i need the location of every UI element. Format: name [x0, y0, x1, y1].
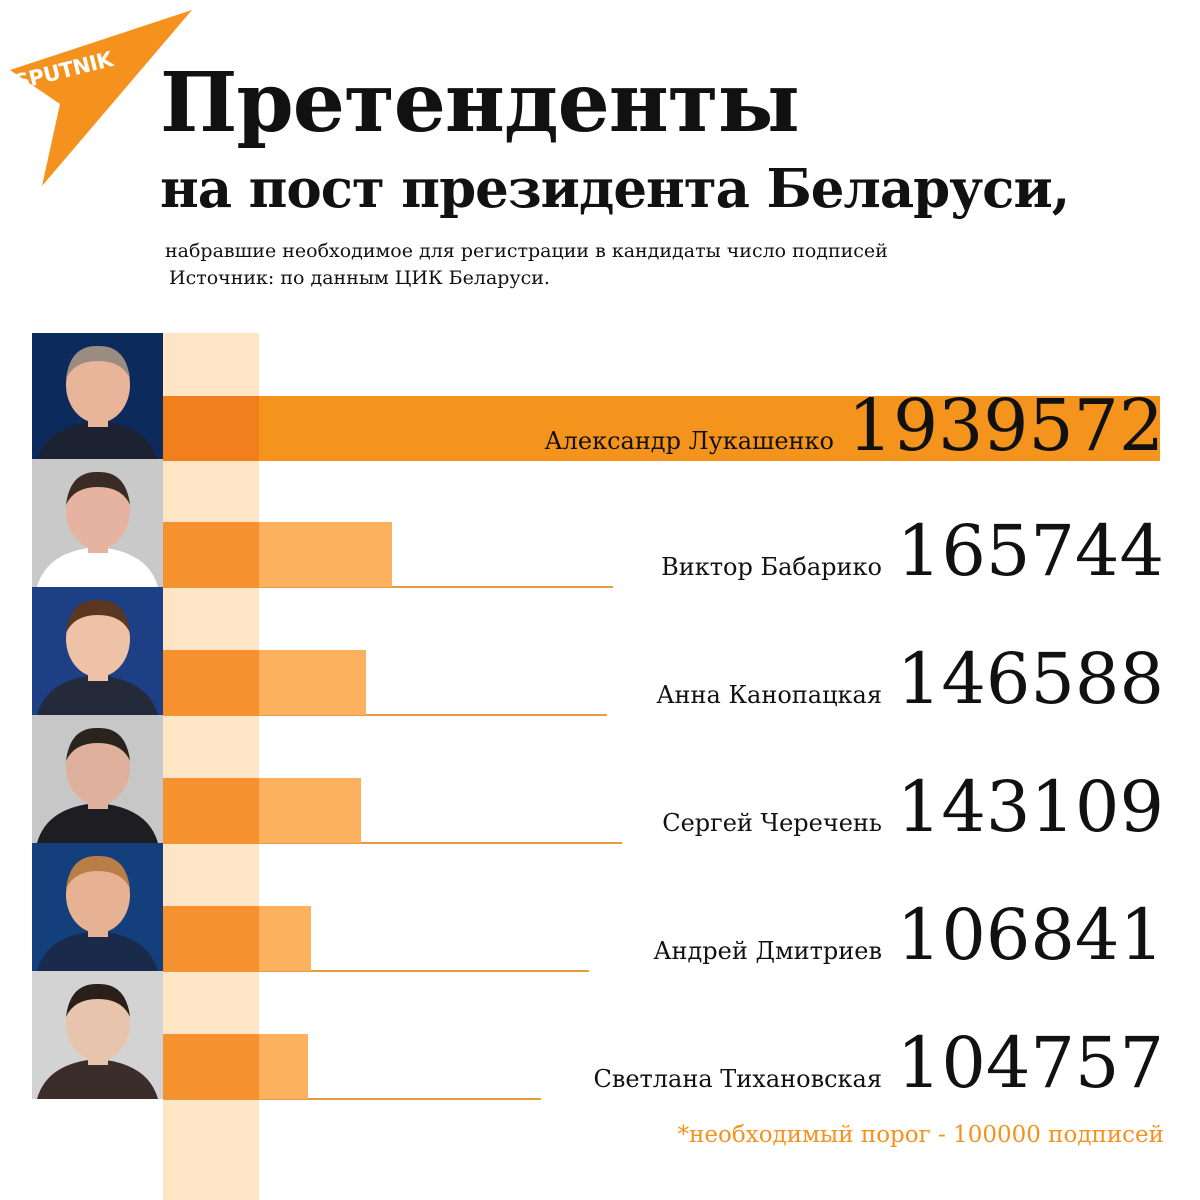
- bar: [163, 1034, 308, 1099]
- threshold-footnote: *необходимый порог - 100000 подписей: [677, 1122, 1164, 1148]
- candidate-row: Сергей Черечень 143109: [0, 715, 1200, 848]
- candidate-row: Андрей Дмитриев 106841: [0, 843, 1200, 976]
- signature-count: 143109: [896, 766, 1164, 848]
- portrait-icon: [32, 715, 163, 843]
- bar-baseline: [163, 970, 589, 972]
- bar-threshold-segment: [163, 522, 259, 587]
- page-subtitle: на пост президента Беларуси,: [160, 158, 1070, 220]
- logo-shape-icon: [10, 10, 192, 186]
- chart-note: набравшие необходимое для регистрации в …: [165, 238, 888, 291]
- candidate-photo: [32, 459, 163, 587]
- signature-count: 106841: [896, 894, 1164, 976]
- candidate-photo: [32, 843, 163, 971]
- sputnik-logo: SPUTNIK: [0, 0, 200, 190]
- candidate-name: Анна Канопацкая: [656, 681, 882, 709]
- portrait-icon: [32, 333, 163, 461]
- candidate-row: Светлана Тихановская 104757: [0, 971, 1200, 1104]
- description-text: набравшие необходимое для регистрации в …: [165, 240, 888, 262]
- candidate-name: Александр Лукашенко: [544, 427, 834, 455]
- candidate-photo: [32, 971, 163, 1099]
- bar-threshold-segment: [163, 778, 259, 843]
- candidate-row: Анна Канопацкая 146588: [0, 587, 1200, 720]
- bar: [163, 650, 366, 715]
- candidate-photo: [32, 587, 163, 715]
- bar: [163, 522, 392, 587]
- signature-count: 104757: [896, 1022, 1164, 1104]
- portrait-icon: [32, 843, 163, 971]
- bar-baseline: [163, 714, 607, 716]
- bar-threshold-segment: [163, 396, 259, 461]
- candidate-photo: [32, 715, 163, 843]
- bar: [163, 778, 361, 843]
- bar-baseline: [163, 842, 622, 844]
- candidate-name: Сергей Черечень: [662, 809, 882, 837]
- bar-baseline: [163, 1098, 541, 1100]
- candidate-name: Светлана Тихановская: [593, 1065, 882, 1093]
- bar-baseline: [163, 586, 613, 588]
- signature-count: 1939572: [847, 384, 1164, 467]
- bar-threshold-segment: [163, 906, 259, 971]
- candidate-name: Виктор Бабарико: [661, 553, 882, 581]
- portrait-icon: [32, 587, 163, 715]
- bar: [163, 396, 1160, 461]
- candidate-name: Андрей Дмитриев: [653, 937, 882, 965]
- bar-threshold-segment: [163, 650, 259, 715]
- candidate-row: Александр Лукашенко 1939572: [0, 333, 1200, 461]
- bar-threshold-segment: [163, 1034, 259, 1099]
- portrait-icon: [32, 459, 163, 587]
- source-text: Источник: по данным ЦИК Беларуси.: [169, 266, 550, 289]
- signature-count: 146588: [896, 638, 1164, 720]
- page-title: Претенденты: [160, 55, 800, 151]
- bar: [163, 906, 311, 971]
- candidate-row: Виктор Бабарико 165744: [0, 459, 1200, 592]
- portrait-icon: [32, 971, 163, 1099]
- signature-count: 165744: [896, 510, 1164, 592]
- candidate-photo: [32, 333, 163, 461]
